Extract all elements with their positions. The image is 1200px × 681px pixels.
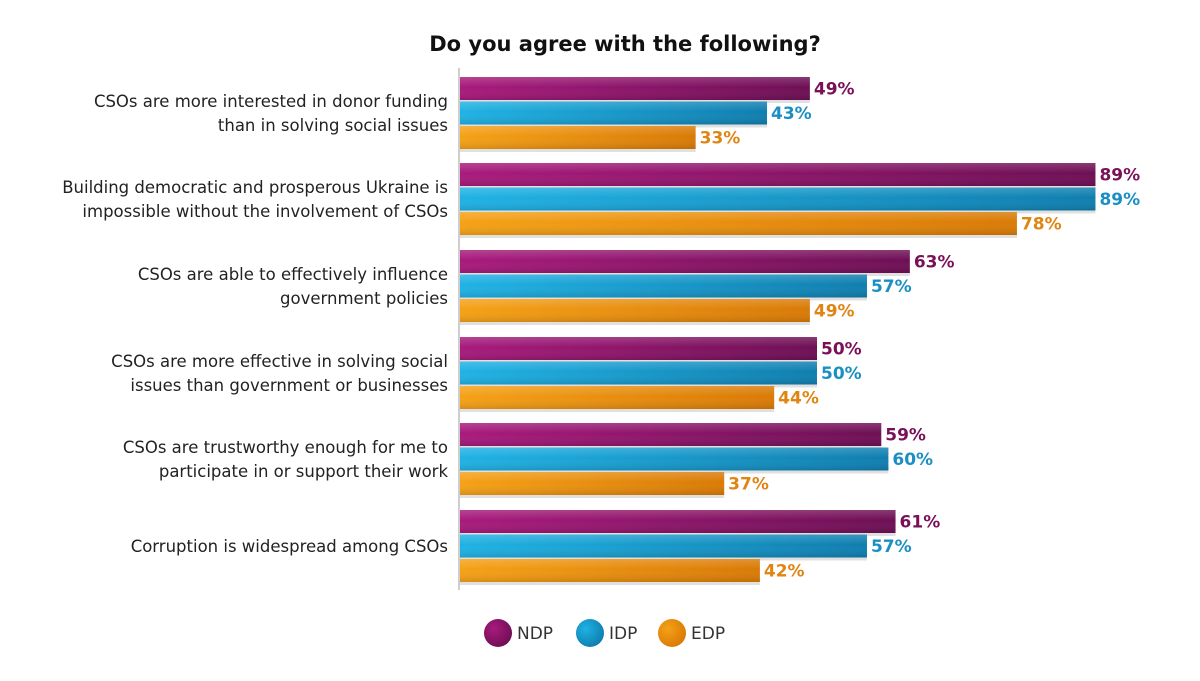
legend-label-edp: EDP bbox=[691, 624, 725, 644]
bar-highlight bbox=[460, 163, 1096, 186]
data-label: 78% bbox=[1021, 215, 1062, 235]
bar-highlight bbox=[460, 250, 910, 273]
category-label: CSOs are more interested in donor fundin… bbox=[94, 92, 448, 135]
bar-highlight bbox=[460, 337, 817, 360]
bar-highlight bbox=[460, 212, 1017, 235]
data-label: 59% bbox=[885, 426, 926, 446]
category-label: Building democratic and prosperous Ukrai… bbox=[62, 178, 448, 221]
data-label: 49% bbox=[814, 302, 855, 322]
legend-marker-idp bbox=[576, 619, 604, 647]
bar-highlight bbox=[460, 423, 882, 446]
bar-highlight bbox=[460, 447, 889, 471]
bar-highlight bbox=[460, 126, 696, 149]
bar-highlight bbox=[460, 274, 867, 298]
bar-highlight bbox=[460, 187, 1096, 211]
legend-label-ndp: NDP bbox=[517, 624, 553, 644]
bar-highlight bbox=[460, 361, 817, 385]
data-label: 57% bbox=[871, 537, 912, 557]
bar-highlight bbox=[460, 534, 867, 558]
bar-highlight bbox=[460, 77, 810, 100]
data-label: 42% bbox=[764, 562, 805, 582]
data-label: 60% bbox=[892, 450, 933, 470]
category-label: CSOs are able to effectively influence go… bbox=[138, 265, 448, 308]
bar-highlight bbox=[460, 386, 775, 409]
legend-label-idp: IDP bbox=[609, 624, 637, 644]
category-label: CSOs are more effective in solving socia… bbox=[111, 352, 448, 395]
data-label: 61% bbox=[900, 513, 941, 533]
bar-highlight bbox=[460, 510, 896, 533]
data-label: 63% bbox=[914, 253, 955, 273]
data-label: 49% bbox=[814, 80, 855, 100]
data-label: 89% bbox=[1099, 166, 1140, 186]
data-label: 50% bbox=[821, 364, 862, 384]
data-label: 37% bbox=[728, 475, 769, 495]
data-label: 57% bbox=[871, 277, 912, 297]
legend-marker-ndp bbox=[484, 619, 512, 647]
data-label: 89% bbox=[1099, 190, 1140, 210]
data-label: 43% bbox=[771, 104, 812, 124]
data-label: 50% bbox=[821, 340, 862, 360]
category-label: CSOs are trustworthy enough for me to par… bbox=[123, 438, 449, 481]
category-label: Corruption is widespread among CSOs bbox=[131, 537, 448, 556]
bar-highlight bbox=[460, 472, 725, 495]
bar-highlight bbox=[460, 559, 760, 582]
bar-highlight bbox=[460, 299, 810, 322]
data-label: 44% bbox=[778, 389, 819, 409]
bar-highlight bbox=[460, 101, 768, 125]
legend-marker-edp bbox=[658, 619, 686, 647]
data-label: 33% bbox=[700, 129, 741, 149]
chart-title: Do you agree with the following? bbox=[429, 32, 821, 56]
